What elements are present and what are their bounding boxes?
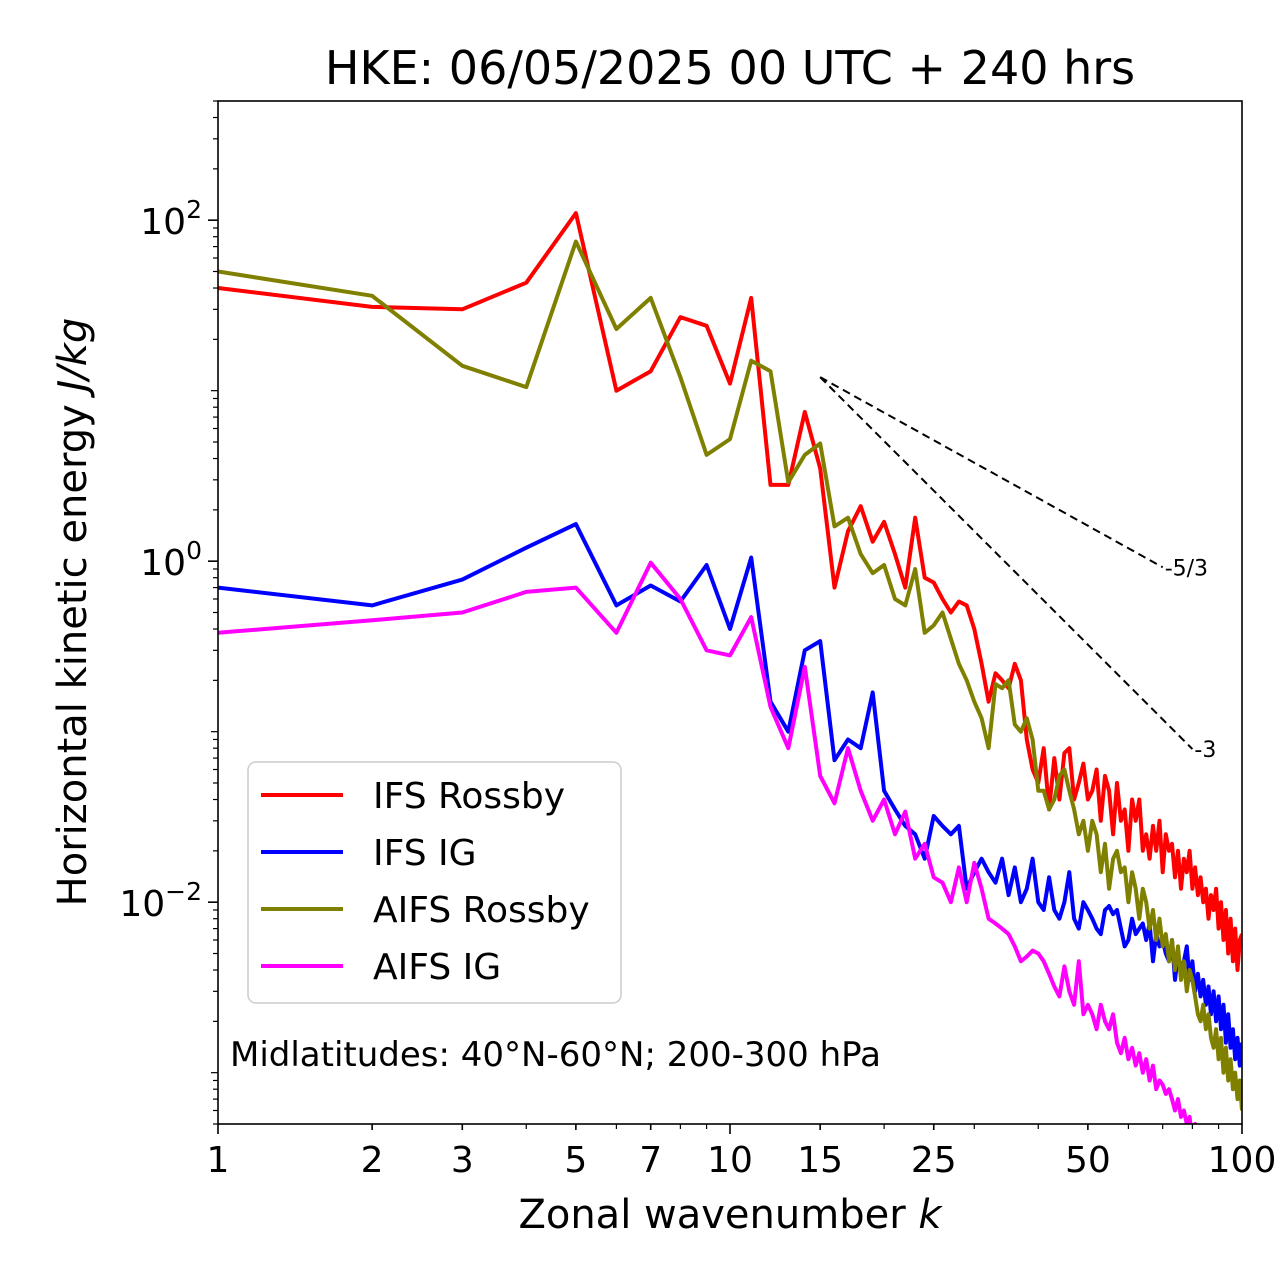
y-tick-label: 102: [140, 195, 202, 243]
series-line-ifs-rossby: [218, 211, 1242, 972]
legend: IFS Rossby IFS IG AIFS Rossby AIFS IG: [247, 761, 622, 1004]
legend-label: IFS Rossby: [373, 776, 565, 817]
x-tick-label: 7: [639, 1140, 662, 1181]
legend-label: AIFS IG: [373, 947, 501, 988]
x-axis-label: Zonal wavenumber k: [518, 1192, 943, 1238]
reference-slope-label: -3: [1194, 738, 1216, 763]
series-line-aifs-rossby: [218, 239, 1242, 1111]
legend-box: [247, 761, 622, 1004]
x-tick-label: 1: [207, 1140, 230, 1181]
x-tick-label: 100: [1208, 1140, 1277, 1181]
series-layer: [218, 211, 1242, 1124]
region-annotation: Midlatitudes: 40°N-60°N; 200-300 hPa: [230, 1035, 881, 1075]
x-tick-label: 5: [564, 1140, 587, 1181]
reference-slope-layer: -5/3 -3: [819, 376, 1216, 763]
x-tick-label: 50: [1065, 1140, 1111, 1181]
x-axis-ticks: 1 2 3 5 7 10 15 25 50 100: [207, 1124, 1277, 1181]
y-axis-ticks: 10−2 100 102: [119, 100, 218, 1125]
x-tick-label: 15: [797, 1140, 843, 1181]
x-tick-label: 10: [707, 1140, 753, 1181]
reference-slope-line: [819, 376, 1194, 750]
reference-slope-line: [819, 376, 1164, 569]
x-tick-label: 3: [451, 1140, 474, 1181]
x-tick-label: 25: [911, 1140, 957, 1181]
reference-slope-label: -5/3: [1165, 556, 1208, 581]
y-axis-label: Horizontal kinetic energy J/kg: [50, 318, 96, 907]
y-tick-label: 100: [140, 536, 202, 584]
y-tick-label: 10−2: [119, 877, 202, 925]
series-line-ifs-ig: [218, 522, 1242, 1068]
chart-title: HKE: 06/05/2025 00 UTC + 240 hrs: [325, 41, 1135, 95]
legend-label: AIFS Rossby: [373, 890, 590, 931]
series-line-aifs-ig: [218, 560, 1198, 1124]
x-tick-label: 2: [361, 1140, 384, 1181]
legend-label: IFS IG: [373, 833, 477, 874]
